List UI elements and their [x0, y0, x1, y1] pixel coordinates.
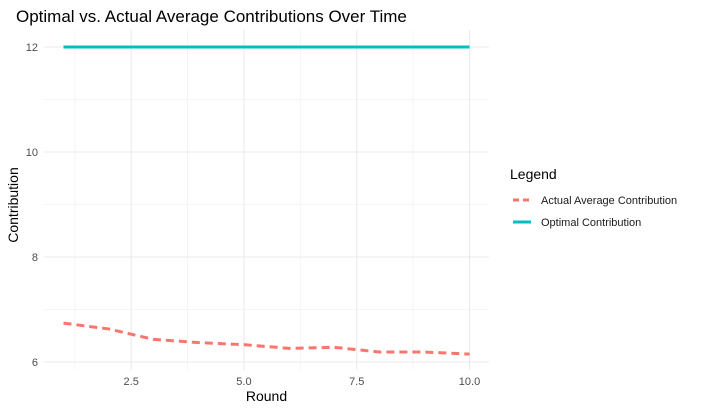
x-axis-title: Round — [246, 388, 287, 404]
legend: Legend Actual Average Contribution Optima… — [510, 166, 677, 229]
axis-ticks: 2.5 5.0 7.5 10.0 6 8 10 12 — [26, 42, 480, 388]
x-tick-label: 5.0 — [236, 376, 251, 388]
series-layer — [63, 45, 470, 356]
actual-average-contribution-line — [63, 321, 470, 356]
x-tick-label: 7.5 — [349, 376, 364, 388]
plot-panel — [44, 30, 489, 370]
x-tick-label: 2.5 — [124, 376, 139, 388]
legend-label-optimal-contribution: Optimal Contribution — [541, 217, 641, 229]
legend-title: Legend — [510, 166, 557, 182]
y-tick-label: 8 — [32, 252, 38, 264]
legend-label-actual-average-contribution: Actual Average Contribution — [541, 195, 677, 207]
y-tick-label: 12 — [26, 42, 38, 54]
y-tick-label: 6 — [32, 357, 38, 369]
chart-title: Optimal vs. Actual Average Contributions… — [16, 7, 407, 26]
x-tick-label: 10.0 — [459, 376, 480, 388]
y-tick-label: 10 — [26, 147, 38, 159]
y-axis-title: Contribution — [5, 167, 21, 243]
